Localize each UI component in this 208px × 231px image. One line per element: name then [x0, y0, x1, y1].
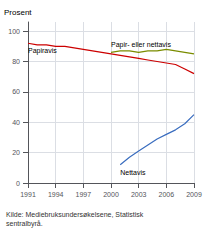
svg-text:Prosent: Prosent [4, 8, 32, 17]
svg-text:1994: 1994 [48, 191, 64, 198]
svg-text:2006: 2006 [159, 191, 175, 198]
svg-text:60: 60 [12, 88, 20, 95]
svg-text:Papir- eller nettavis: Papir- eller nettavis [111, 41, 171, 49]
svg-text:2000: 2000 [103, 191, 119, 198]
svg-text:80: 80 [12, 58, 20, 65]
svg-text:20: 20 [12, 149, 20, 156]
svg-text:100: 100 [8, 28, 20, 35]
svg-text:Papiravis: Papiravis [28, 47, 57, 55]
svg-text:1997: 1997 [76, 191, 92, 198]
svg-text:Kilde: Mediebruksundersøkelsen: Kilde: Mediebruksundersøkelsene, Statist… [6, 211, 144, 218]
svg-text:2009: 2009 [186, 191, 202, 198]
svg-text:40: 40 [12, 119, 20, 126]
svg-text:Nettavis: Nettavis [120, 169, 146, 176]
svg-text:0: 0 [16, 180, 20, 187]
svg-text:1991: 1991 [20, 191, 36, 198]
svg-text:sentralbyrå.: sentralbyrå. [6, 220, 43, 228]
svg-text:2003: 2003 [131, 191, 147, 198]
